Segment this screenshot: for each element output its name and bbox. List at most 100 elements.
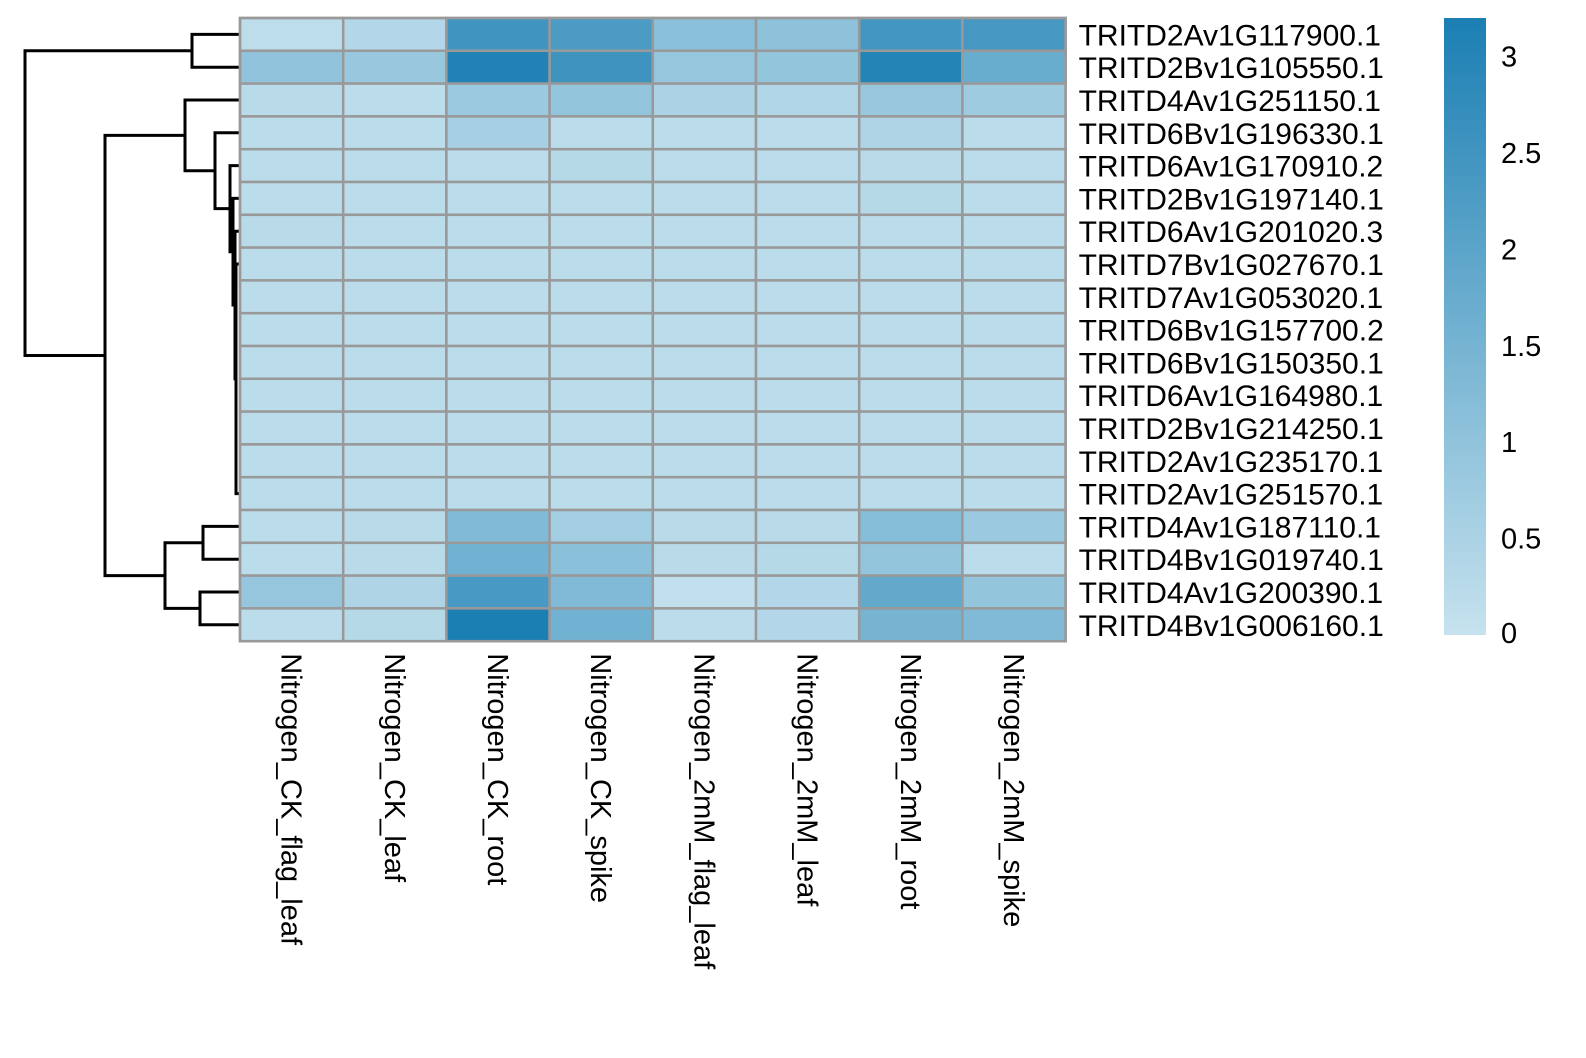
row-label: TRITD4Bv1G006160.1 <box>1079 610 1384 643</box>
heatmap-cell <box>445 180 551 217</box>
dendrogram-branch <box>190 32 240 69</box>
heatmap-cell <box>445 49 551 85</box>
heatmap-cell <box>754 279 861 315</box>
heatmap-cell <box>857 475 964 512</box>
heatmap-cell <box>754 377 861 413</box>
heatmap-border <box>238 16 1067 643</box>
row-label: TRITD2Bv1G214250.1 <box>1079 413 1384 446</box>
column-label: Nitrogen_2mM_leaf <box>791 653 823 907</box>
heatmap-cell <box>651 246 758 282</box>
heatmap-cell <box>754 443 861 479</box>
heatmap-cell <box>961 377 1067 413</box>
heatmap-cell <box>961 311 1067 348</box>
heatmap-cell <box>961 115 1067 151</box>
row-label: TRITD4Av1G200390.1 <box>1079 577 1384 610</box>
heatmap-cell <box>445 377 551 413</box>
heatmap-cell <box>445 279 551 315</box>
heatmap-cell <box>341 311 448 348</box>
heatmap-cell <box>857 246 964 282</box>
heatmap-cell <box>651 475 758 512</box>
heatmap-cell <box>754 607 861 643</box>
heatmap-cell <box>961 475 1067 512</box>
heatmap-cell <box>857 574 964 610</box>
heatmap-cell <box>857 115 964 151</box>
heatmap-cell <box>445 246 551 282</box>
heatmap-cell <box>857 180 964 217</box>
colorbar-tick-label: 2 <box>1501 234 1517 266</box>
heatmap-cell <box>548 49 655 85</box>
heatmap-cells <box>238 16 1067 643</box>
column-label: Nitrogen_CK_spike <box>584 653 616 903</box>
heatmap-cell <box>754 180 861 217</box>
heatmap-cell <box>961 508 1067 545</box>
heatmap-cell <box>961 213 1067 249</box>
heatmap-cell <box>961 246 1067 282</box>
heatmap-cell <box>651 147 758 184</box>
heatmap-cell <box>857 410 964 446</box>
colorbar-tick-label: 0 <box>1501 618 1517 650</box>
heatmap-cell <box>341 410 448 446</box>
heatmap-cell <box>857 49 964 85</box>
row-label: TRITD4Av1G251150.1 <box>1079 85 1381 118</box>
colorbar-tick-label: 1.5 <box>1501 331 1541 363</box>
heatmap-cell <box>238 574 345 610</box>
colorbar-tick-label: 2.5 <box>1501 138 1541 170</box>
heatmap-cell <box>857 279 964 315</box>
column-label: Nitrogen_2mM_flag_leaf <box>687 653 719 970</box>
row-label: TRITD7Av1G053020.1 <box>1079 282 1384 315</box>
heatmap-cell <box>445 82 551 118</box>
heatmap-cell <box>961 344 1067 381</box>
heatmap-cell <box>238 344 345 381</box>
heatmap-cell <box>651 377 758 413</box>
heatmap-cell <box>238 443 345 479</box>
heatmap-cell <box>754 311 861 348</box>
heatmap-cell <box>857 147 964 184</box>
column-label: Nitrogen_CK_flag_leaf <box>275 653 307 946</box>
heatmap-cell <box>857 607 964 643</box>
heatmap-cell <box>961 147 1067 184</box>
heatmap-cell <box>445 147 551 184</box>
heatmap-cell <box>341 607 448 643</box>
column-labels: Nitrogen_CK_flag_leaf Nitrogen_CK_leaf Nit… <box>275 653 1029 970</box>
colorbar-tick-label: 1 <box>1501 427 1517 459</box>
heatmap-cell <box>238 82 345 118</box>
heatmap-cell <box>651 213 758 249</box>
heatmap-cell <box>651 443 758 479</box>
heatmap-cell <box>341 246 448 282</box>
heatmap-cell <box>961 443 1067 479</box>
heatmap-cell <box>754 508 861 545</box>
column-label: Nitrogen_2mM_root <box>894 653 926 909</box>
heatmap-cell <box>651 115 758 151</box>
heatmap-cell <box>341 147 448 184</box>
heatmap-cell <box>961 49 1067 85</box>
heatmap-cell <box>961 279 1067 315</box>
heatmap-cell <box>341 377 448 413</box>
dendrogram-branch <box>23 49 192 357</box>
heatmap-cell <box>651 607 758 643</box>
heatmap-cell <box>548 475 655 512</box>
heatmap-cell <box>548 541 655 577</box>
heatmap-cell <box>961 82 1067 118</box>
heatmap-cell <box>238 213 345 249</box>
heatmap-cell <box>754 410 861 446</box>
heatmap-cell <box>445 115 551 151</box>
heatmap-cell <box>238 279 345 315</box>
heatmap-cell <box>857 541 964 577</box>
heatmap-cell <box>341 508 448 545</box>
heatmap-cell <box>961 574 1067 610</box>
heatmap-cell <box>445 541 551 577</box>
colorbar-ticks: 0 0.5 1 1.5 2 2.5 3 <box>1501 42 1541 650</box>
row-label: TRITD4Av1G187110.1 <box>1079 511 1381 544</box>
heatmap-cell <box>754 574 861 610</box>
heatmap-cell <box>445 344 551 381</box>
heatmap-cell <box>238 508 345 545</box>
heatmap-cell <box>445 607 551 643</box>
heatmap-cell <box>238 180 345 217</box>
heatmap-cell <box>548 147 655 184</box>
heatmap-cell <box>651 82 758 118</box>
colorbar <box>1444 18 1486 635</box>
heatmap-cell <box>651 410 758 446</box>
heatmap-cell <box>857 443 964 479</box>
heatmap-cell <box>445 213 551 249</box>
